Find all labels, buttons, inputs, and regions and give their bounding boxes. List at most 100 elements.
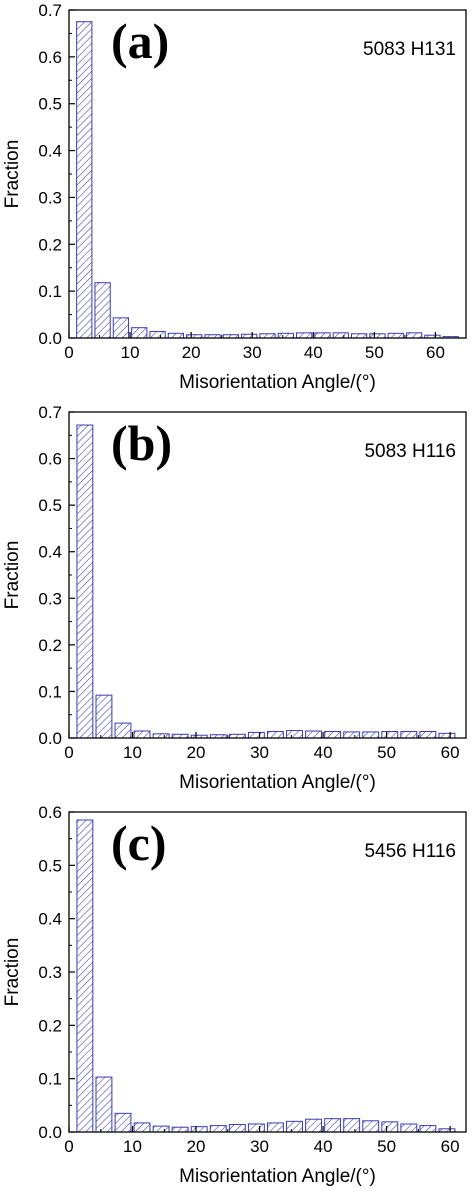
chart-a-bar-2 (112, 317, 130, 339)
chart-c-bar-11 (286, 1120, 303, 1133)
chart-b-bar-16 (381, 730, 399, 739)
chart-a-annotation: 5083 H131 (363, 39, 456, 60)
chart-b-ylabel: Fraction (2, 541, 23, 610)
chart-c-ytick-label-3: 0.3 (38, 963, 62, 982)
chart-a-xlabel: Misorientation Angle/(°) (179, 372, 376, 393)
chart-c-bar-13 (324, 1118, 342, 1133)
chart-b-bar-18 (419, 730, 437, 739)
chart-a-xtick-label-5: 50 (365, 343, 384, 362)
chart-a-panel-label: (a) (111, 13, 169, 69)
chart-a-xtick-label-6: 60 (426, 343, 445, 362)
chart-b-bar-9 (247, 731, 265, 739)
chart-a-bar-14 (332, 332, 349, 339)
chart-b-xlabel: Misorientation Angle/(°) (179, 772, 376, 793)
chart-c-panel-label: (c) (111, 815, 167, 871)
chart-a-bar-17 (387, 332, 404, 339)
chart-c-plot: 0 10 20 30 40 50 60 0.0 0.1 0.2 0.3 0.4 0.5 0.6 Misori… (2, 803, 467, 1187)
chart-a-ytick-label-3: 0.3 (38, 188, 62, 207)
chart-c-bar-6 (190, 1126, 208, 1133)
chart-c-bar-10 (267, 1122, 284, 1133)
chart-c-xtick-label-6: 60 (441, 1137, 460, 1156)
chart-c-xtick-label-4: 40 (314, 1137, 333, 1156)
chart-c-xlabel: Misorientation Angle/(°) (179, 1166, 376, 1187)
chart-b-ytick-label-0: 0.0 (38, 729, 62, 748)
chart-panel-a: 0 10 20 30 40 50 60 0.0 0.1 0.2 0.3 0.4 0.5 0.6 0.7 Mis… (0, 0, 474, 400)
chart-c-xtick-label-3: 30 (250, 1137, 269, 1156)
chart-b-bar-17 (400, 730, 418, 739)
chart-a-xtick-label-4: 40 (304, 343, 323, 362)
chart-b-bar-14 (343, 731, 361, 739)
chart-c-bar-12 (305, 1118, 322, 1133)
chart-a-bar-0 (76, 21, 93, 339)
chart-a-xtick-label-0: 0 (64, 343, 73, 362)
chart-c-annotation: 5456 H116 (364, 841, 456, 862)
chart-c-xtick-label-5: 50 (377, 1137, 396, 1156)
chart-c-ytick-label-0: 0.0 (38, 1123, 62, 1142)
chart-c-bar-18 (419, 1125, 437, 1133)
chart-a-bar-11 (277, 332, 294, 339)
chart-b-annotation: 5083 H116 (364, 441, 456, 462)
chart-a-ytick-label-1: 0.1 (38, 282, 62, 301)
chart-a-ytick-label-2: 0.2 (38, 235, 62, 254)
chart-c-bar-0 (76, 819, 94, 1133)
chart-b-bar-0 (76, 424, 94, 739)
chart-c-bar-9 (247, 1123, 265, 1133)
chart-a-svg: 0 10 20 30 40 50 60 0.0 0.1 0.2 0.3 0.4 0.5 0.6 0.7 Mis… (2, 1, 467, 393)
chart-c-ytick-label-6: 0.6 (38, 803, 62, 822)
chart-a-ytick-label-6: 0.6 (38, 48, 62, 67)
chart-a-ytick-label-4: 0.4 (38, 142, 62, 161)
chart-c-bar-17 (400, 1123, 418, 1133)
chart-c-bar-7 (209, 1125, 227, 1133)
chart-a-bar-13 (314, 332, 331, 339)
chart-c-bar-16 (381, 1121, 399, 1133)
chart-b-panel-label: (b) (111, 415, 172, 471)
chart-c-bar-3 (133, 1122, 151, 1133)
chart-c-ytick-label-2: 0.2 (38, 1016, 62, 1035)
chart-a-bar-3 (131, 327, 148, 339)
chart-c-xtick-label-1: 10 (123, 1137, 142, 1156)
chart-c-bar-4 (152, 1125, 170, 1133)
chart-a-ytick-label-7: 0.7 (38, 1, 62, 20)
chart-c-bar-1 (95, 1076, 113, 1133)
chart-b-ytick-label-2: 0.2 (38, 636, 62, 655)
chart-b-xtick-label-5: 50 (377, 743, 396, 762)
chart-c-ytick-label-4: 0.4 (38, 910, 62, 929)
chart-c-bar-14 (343, 1118, 361, 1133)
chart-b-bar-1 (95, 694, 113, 739)
chart-b-plot: 0 10 20 30 40 50 60 0.0 0.1 0.2 0.3 0.4 0.5 0.6 0.7 Mis… (2, 403, 467, 793)
chart-a-bar-5 (167, 332, 185, 339)
chart-a-plot: 0 10 20 30 40 50 60 0.0 0.1 0.2 0.3 0.4 0.5 0.6 0.7 Mis… (2, 1, 467, 393)
chart-b-bar-2 (114, 722, 132, 739)
chart-c-bar-15 (362, 1120, 380, 1133)
chart-b-bar-15 (362, 731, 380, 739)
chart-b-ytick-label-7: 0.7 (38, 403, 62, 422)
chart-a-xtick-label-3: 30 (243, 343, 262, 362)
chart-a-bar-4 (149, 330, 166, 339)
chart-b-bar-13 (324, 730, 342, 739)
chart-a-ylabel: Fraction (2, 140, 23, 209)
chart-c-bar-2 (114, 1112, 132, 1133)
chart-a-xtick-label-1: 10 (121, 343, 140, 362)
chart-b-bar-10 (267, 730, 284, 739)
chart-b-xtick-label-6: 60 (441, 743, 460, 762)
chart-b-ytick-label-6: 0.6 (38, 450, 62, 469)
chart-c-svg: 0 10 20 30 40 50 60 0.0 0.1 0.2 0.3 0.4 0.5 0.6 Misori… (2, 803, 467, 1187)
chart-b-ytick-label-4: 0.4 (38, 543, 62, 562)
chart-c-xtick-label-2: 20 (187, 1137, 206, 1156)
chart-a-ytick-label-5: 0.5 (38, 95, 62, 114)
chart-c-bar-5 (171, 1126, 189, 1133)
chart-c-xtick-label-0: 0 (64, 1137, 73, 1156)
chart-c-ylabel: Fraction (2, 938, 23, 1007)
chart-panel-c: 0 10 20 30 40 50 60 0.0 0.1 0.2 0.3 0.4 0.5 0.6 Misori… (0, 800, 474, 1194)
chart-b-svg: 0 10 20 30 40 50 60 0.0 0.1 0.2 0.3 0.4 0.5 0.6 0.7 Mis… (2, 403, 467, 793)
chart-b-xtick-label-0: 0 (64, 743, 73, 762)
chart-a-bar-1 (94, 282, 111, 339)
chart-b-bar-12 (305, 730, 322, 739)
chart-b-ytick-label-5: 0.5 (38, 496, 62, 515)
chart-c-ytick-label-1: 0.1 (38, 1070, 62, 1089)
chart-panel-b: 0 10 20 30 40 50 60 0.0 0.1 0.2 0.3 0.4 0.5 0.6 0.7 Mis… (0, 400, 474, 800)
chart-c-bar-8 (228, 1124, 246, 1133)
chart-a-ytick-label-0: 0.0 (38, 329, 62, 348)
chart-b-xtick-label-3: 30 (250, 743, 269, 762)
chart-a-bar-12 (296, 332, 313, 339)
